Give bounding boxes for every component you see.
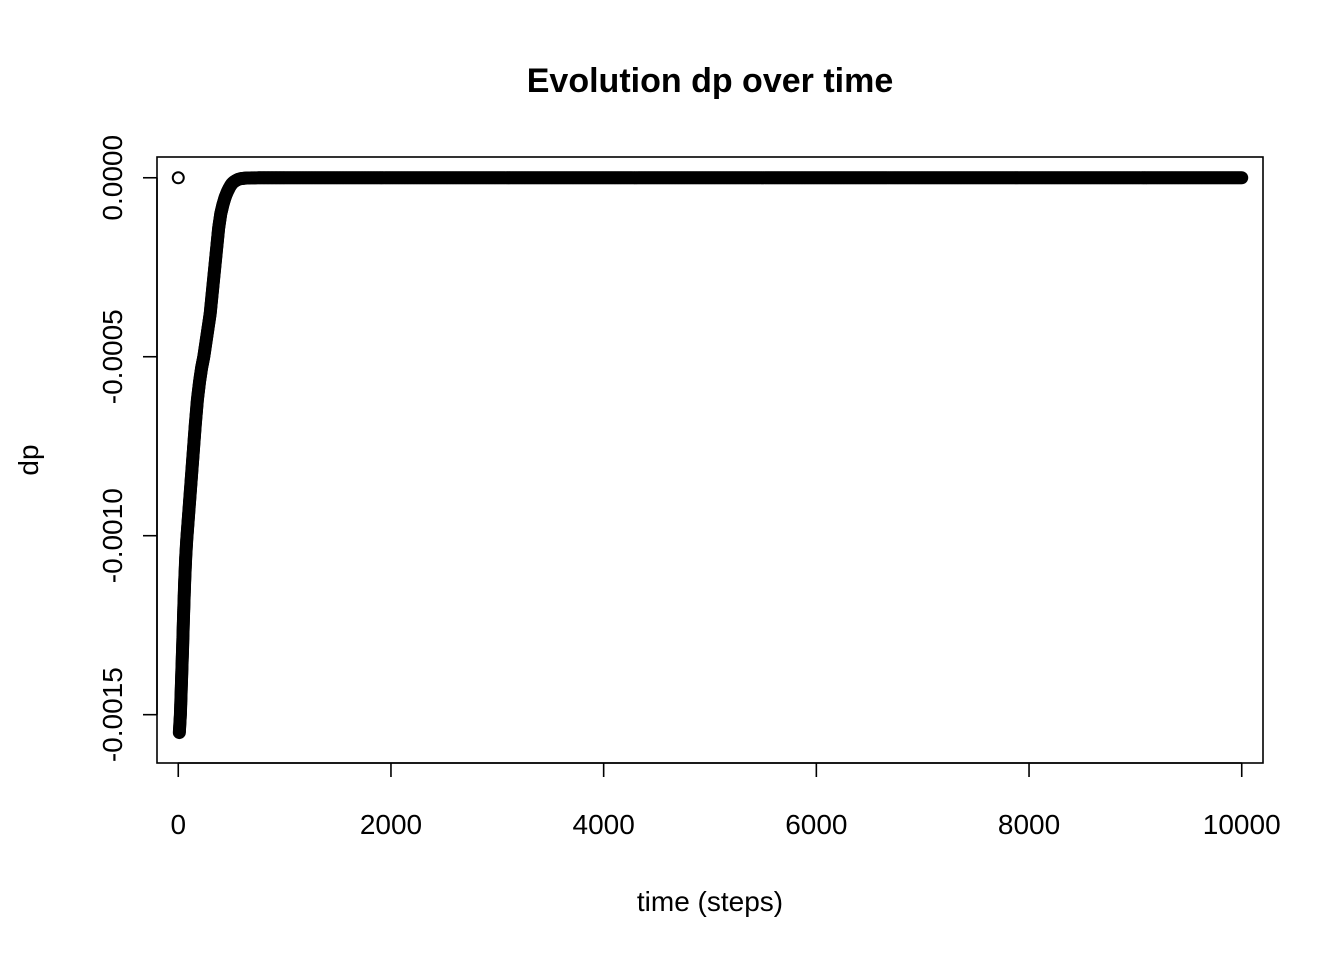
x-tick-label: 2000 <box>360 809 422 840</box>
data-point <box>1235 171 1249 185</box>
x-tick-label: 10000 <box>1203 809 1281 840</box>
data-points <box>171 171 1249 740</box>
plot-frame <box>156 156 1264 764</box>
x-tick-label: 4000 <box>573 809 635 840</box>
y-tick-label: 0.0000 <box>97 135 128 221</box>
x-axis: 0 2000 4000 6000 8000 10000 <box>170 762 1281 840</box>
y-axis: 0.0000 -0.0005 -0.0010 -0.0015 <box>97 135 158 762</box>
chart-title: Evolution dp over time <box>527 62 893 100</box>
y-tick-label: -0.0015 <box>97 667 128 762</box>
y-tick-label: -0.0010 <box>97 488 128 583</box>
y-tick-label: -0.0005 <box>97 309 128 404</box>
x-tick-label: 8000 <box>998 809 1060 840</box>
data-point <box>171 171 185 185</box>
x-tick-label: 6000 <box>785 809 847 840</box>
x-tick-label: 0 <box>170 809 186 840</box>
y-axis-label: dp <box>13 444 44 475</box>
x-axis-label: time (steps) <box>637 886 783 917</box>
